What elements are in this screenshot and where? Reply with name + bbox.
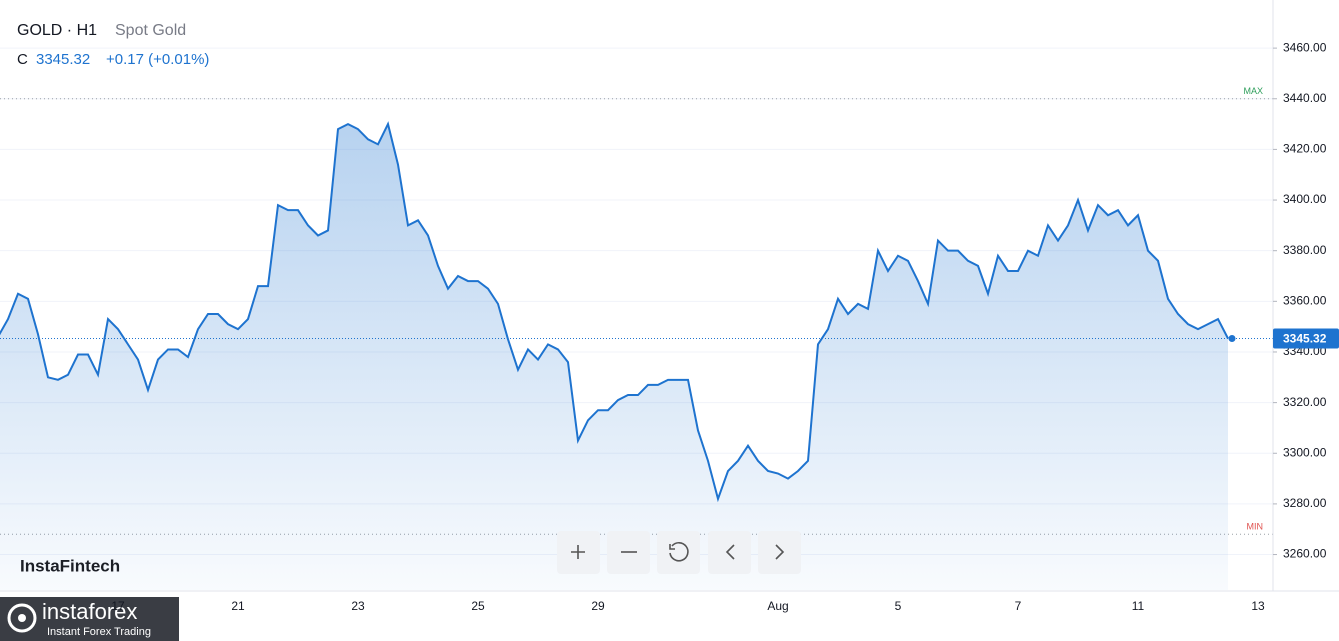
max-line-label: MAX [1243,86,1263,96]
scroll-right-button[interactable] [758,531,801,574]
x-tick-label: 13 [1251,599,1265,613]
reset-button[interactable] [657,531,700,574]
plot [0,121,1236,590]
ohlc-close: 3345.32 [36,51,90,68]
x-tick-label: 23 [351,599,365,613]
x-tick-label: 11 [1132,599,1145,613]
x-tick-label: Aug [767,599,788,613]
chart-title: GOLD · H1 [17,22,97,39]
y-tick-label: 3460.00 [1283,40,1327,54]
y-tick-label: 3440.00 [1283,91,1327,105]
area [0,124,1228,590]
logo-icon [7,603,37,633]
watermark: InstaFintech [20,556,120,575]
last-price-label: 3345.32 [1283,332,1327,346]
logo-background [0,597,179,641]
last-price-dot [1228,335,1236,343]
line [0,121,1229,503]
brand-tagline: Instant Forex Trading [47,626,151,638]
x-tick-label: 25 [471,599,485,613]
ohlc-change: +0.17 (+0.01%) [106,51,209,68]
last-price-box [1273,328,1339,349]
y-tick-label: 3320.00 [1283,395,1327,409]
y-tick-label: 3300.00 [1283,445,1327,459]
y-tick-label: 3380.00 [1283,243,1327,257]
scroll-left-button[interactable] [708,531,751,574]
x-tick-label: 5 [895,599,902,613]
ohlc-label: C [17,51,28,68]
chart-subtitle: Spot Gold [115,22,186,39]
logo-icon-center [18,614,26,622]
x-tick-label: 7 [1015,599,1022,613]
reset-icon [669,541,689,562]
scroll-right-icon [775,544,785,560]
y-tick-label: 3360.00 [1283,294,1327,308]
y-tick-label: 3420.00 [1283,142,1327,156]
zoom-controls [557,531,801,574]
y-tick-label: 3260.00 [1283,547,1327,561]
x-tick-label: 17 [111,599,125,613]
zoom-in-icon [571,545,585,559]
min-line-label: MIN [1247,522,1264,532]
y-tick-label: 3280.00 [1283,496,1327,510]
brand-name: instaforex [42,599,137,624]
y-tick-label: 3400.00 [1283,192,1327,206]
scroll-left-icon [725,544,735,560]
x-tick-label: 21 [231,599,245,613]
x-tick-label: 29 [591,599,605,613]
brand-logo: instaforex Instant Forex Trading [0,597,179,641]
